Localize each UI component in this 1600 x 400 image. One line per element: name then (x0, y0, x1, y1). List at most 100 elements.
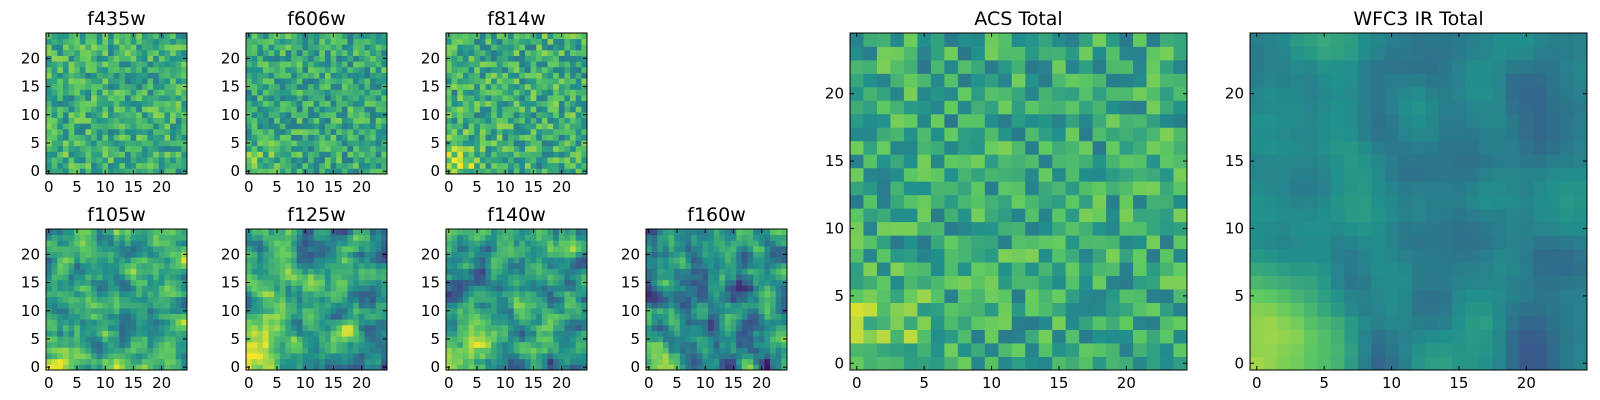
heatmap-cell (451, 111, 458, 118)
heatmap-cell (691, 245, 698, 252)
heatmap-cell (530, 162, 537, 169)
heatmap-cell (850, 275, 864, 290)
heatmap-cell (536, 279, 543, 286)
heatmap-cell (46, 313, 53, 320)
heatmap-cell (547, 251, 554, 258)
heatmap-cell (541, 353, 548, 360)
heatmap-cell (119, 240, 126, 247)
heatmap-cell (575, 313, 582, 320)
heatmap-cell (491, 140, 498, 147)
heatmap-cell (524, 358, 531, 365)
heatmap-cell (108, 347, 115, 354)
heatmap-cell (775, 251, 782, 258)
heatmap-cell (341, 33, 348, 40)
heatmap-cell (462, 89, 469, 96)
heatmap-cell (330, 55, 337, 62)
heatmap-cell (530, 240, 537, 247)
heatmap-cell (508, 234, 515, 241)
heatmap-cell (130, 95, 137, 102)
heatmap-cell (51, 336, 58, 343)
heatmap-cell (764, 262, 771, 269)
heatmap-cell (262, 336, 269, 343)
heatmap-cell (957, 154, 972, 169)
heatmap-cell (170, 324, 177, 331)
heatmap-cell (944, 316, 959, 330)
heatmap-cell (674, 313, 681, 320)
heatmap-cell (679, 364, 686, 371)
heatmap-cell (113, 319, 120, 326)
heatmap-cell (719, 234, 726, 241)
heatmap-cell (181, 72, 188, 79)
heatmap-cell (581, 72, 588, 79)
y-tick-label: 15 (21, 78, 40, 96)
heatmap-cell (984, 343, 999, 357)
heatmap-cell (457, 55, 464, 62)
heatmap-cell (57, 313, 64, 320)
heatmap-cell (679, 285, 686, 292)
heatmap-cell (130, 72, 137, 79)
heatmap-cell (251, 134, 258, 141)
heatmap-cell (164, 358, 171, 365)
heatmap-cell (496, 296, 503, 303)
heatmap-cell (496, 347, 503, 354)
heatmap-cell (62, 313, 69, 320)
heatmap-cell (175, 78, 182, 85)
heatmap-cell (451, 302, 458, 309)
heatmap-cell (558, 44, 565, 51)
heatmap-cell (62, 145, 69, 152)
heatmap-cell (336, 78, 343, 85)
heatmap-cell (57, 33, 64, 40)
heatmap-cell (547, 128, 554, 135)
heatmap-cell (530, 145, 537, 152)
heatmap-cell (462, 336, 469, 343)
heatmap-cell (79, 83, 86, 90)
heatmap-cell (153, 296, 160, 303)
heatmap-cell (508, 358, 515, 365)
heatmap-cell (68, 240, 75, 247)
heatmap-cell (119, 33, 126, 40)
heatmap-cell (96, 296, 103, 303)
heatmap-cell (268, 229, 275, 236)
heatmap-cell (541, 111, 548, 118)
heatmap-cell (747, 274, 754, 281)
heatmap-cell (984, 302, 999, 317)
heatmap-cell (175, 341, 182, 348)
heatmap-cell (575, 364, 582, 371)
heatmap-cell (102, 72, 109, 79)
heatmap-cell (553, 55, 560, 62)
heatmap-cell (68, 123, 75, 130)
heatmap-cell (324, 336, 331, 343)
heatmap-cell (651, 296, 658, 303)
heatmap-cell (536, 313, 543, 320)
heatmap-cell (553, 296, 560, 303)
heatmap-cell (296, 157, 303, 164)
heatmap-cell (984, 181, 999, 196)
heatmap-cell (51, 162, 58, 169)
heatmap-cell (141, 49, 148, 56)
heatmap-cell (446, 66, 453, 73)
heatmap-cell (274, 285, 281, 292)
heatmap-cell (257, 72, 264, 79)
heatmap-cell (375, 353, 382, 360)
heatmap-cell (668, 262, 675, 269)
heatmap-cell (381, 313, 388, 320)
heatmap-cell (262, 324, 269, 331)
heatmap-cell (730, 341, 737, 348)
heatmap-cell (381, 229, 388, 236)
heatmap-cell (524, 111, 531, 118)
heatmap-cell (496, 61, 503, 68)
heatmap-cell (558, 100, 565, 107)
heatmap-cell (468, 151, 475, 158)
heatmap-cell (917, 316, 932, 330)
heatmap-cell (330, 285, 337, 292)
heatmap-cell (850, 208, 864, 223)
heatmap-cell (719, 319, 726, 326)
heatmap-cell (96, 128, 103, 135)
heatmap-cell (485, 49, 492, 56)
heatmap-cell (474, 336, 481, 343)
heatmap-cell (502, 151, 509, 158)
heatmap-cell (62, 302, 69, 309)
heatmap-cell (775, 319, 782, 326)
heatmap-cell (662, 234, 669, 241)
heatmap-cell (971, 316, 986, 330)
